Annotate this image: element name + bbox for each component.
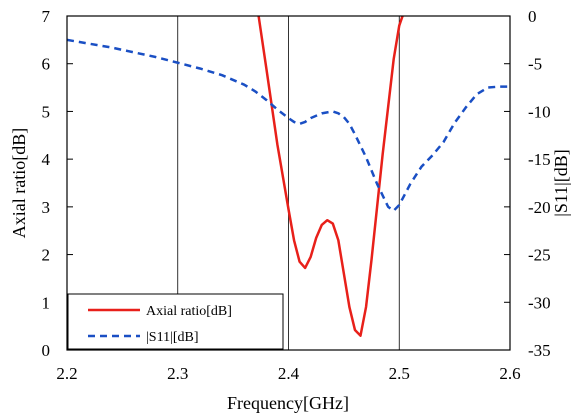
y-right-tick-label: -5	[528, 55, 542, 74]
y-left-tick-label: 0	[42, 341, 51, 360]
series-axial-ratio-line	[257, 16, 404, 337]
legend-box	[67, 293, 284, 350]
x-axis-title: Frequency[GHz]	[227, 393, 349, 413]
x-tick-label: 2.5	[389, 364, 410, 383]
y-left-axis-title: Axial ratio[dB]	[9, 128, 29, 238]
y-right-tick-label: -35	[528, 341, 551, 360]
y-left-tick-label: 3	[42, 198, 51, 217]
series-s11-line	[67, 38, 510, 212]
y-right-axis-title: |S11|[dB]	[551, 149, 571, 217]
y-left-tick-label: 7	[42, 7, 51, 26]
x-axis-ticks: 2.2 2.3 2.4 2.5 2.6	[56, 364, 520, 383]
y-left-tick-label: 6	[42, 55, 51, 74]
x-tick-label: 2.4	[278, 364, 300, 383]
series-layer	[67, 16, 510, 337]
y-right-tick-label: -20	[528, 198, 551, 217]
legend: Axial ratio[dB] |S11|[dB]	[67, 293, 284, 350]
y-right-axis-ticks: 0 -5 -10 -15 -20 -25 -30 -35	[504, 7, 551, 360]
y-left-tick-label: 1	[42, 293, 51, 312]
y-left-axis-ticks: 0 1 2 3 4 5 6 7	[42, 7, 73, 360]
x-tick-label: 2.2	[56, 364, 77, 383]
x-tick-label: 2.3	[167, 364, 188, 383]
y-right-tick-label: -30	[528, 293, 551, 312]
x-tick-label: 2.6	[499, 364, 520, 383]
y-right-tick-label: -10	[528, 102, 551, 121]
y-left-tick-label: 2	[42, 246, 51, 265]
y-right-tick-label: -25	[528, 246, 551, 265]
legend-label-axial-ratio: Axial ratio[dB]	[146, 304, 232, 319]
legend-label-s11: |S11|[dB]	[146, 330, 199, 345]
y-left-tick-label: 4	[42, 150, 51, 169]
y-right-tick-label: 0	[528, 7, 537, 26]
y-right-tick-label: -15	[528, 150, 551, 169]
plot-frame	[66, 15, 511, 351]
y-left-tick-label: 5	[42, 102, 51, 121]
